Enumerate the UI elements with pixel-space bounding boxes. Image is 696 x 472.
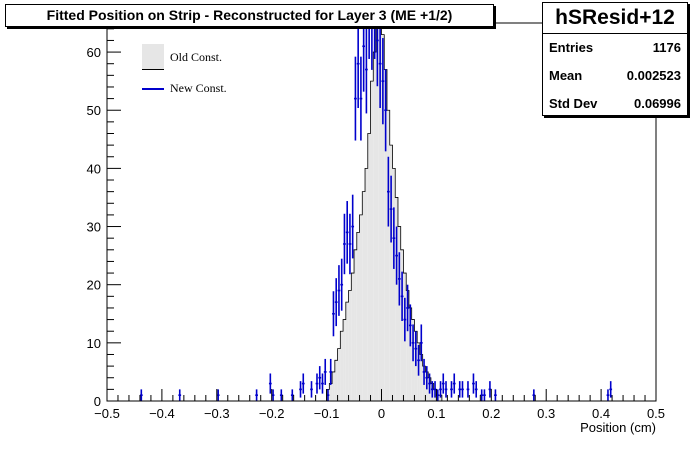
histogram-bar xyxy=(337,348,341,401)
histogram-bar xyxy=(356,232,360,401)
histogram-bar xyxy=(373,52,377,401)
x-tick-label: −0.2 xyxy=(259,406,285,421)
histogram-bar xyxy=(329,383,333,401)
histogram-bar xyxy=(400,249,404,401)
histogram-bar xyxy=(365,168,368,401)
histogram-bar xyxy=(386,110,390,401)
legend-label: Old Const. xyxy=(170,49,223,64)
histogram-bar xyxy=(332,371,335,401)
histogram-bar xyxy=(359,214,363,401)
legend-entry-old: Old Const. xyxy=(142,44,227,70)
histogram-outline xyxy=(326,22,443,401)
x-tick-label: −0.5 xyxy=(94,406,120,421)
axes: −0.5 −0.4 −0.3 −0.2 −0.1 0 0.1 0.2 0.3 0.4 0.5 0 10 2… xyxy=(87,22,665,421)
x-tick-label: 0.2 xyxy=(482,406,500,421)
histogram-bar xyxy=(392,168,396,401)
histogram-bar xyxy=(345,302,349,401)
stats-row-std-dev: Std Dev 0.06996 xyxy=(543,90,687,118)
x-tick-label: 0.4 xyxy=(592,406,610,421)
stats-row-mean: Mean 0.002523 xyxy=(543,62,687,90)
histogram-bar xyxy=(439,395,442,401)
histogram-bar xyxy=(378,23,382,401)
x-tick-label: 0.1 xyxy=(427,406,445,421)
stats-label: Entries xyxy=(549,40,594,55)
histogram-bar xyxy=(408,307,412,401)
x-tick-label: −0.1 xyxy=(314,406,340,421)
x-axis-label: Position (cm) xyxy=(580,420,656,435)
x-tick-label: −0.3 xyxy=(204,406,230,421)
y-tick-label: 50 xyxy=(87,103,101,118)
new-const-histogram xyxy=(139,22,613,401)
stats-label: Mean xyxy=(549,68,583,83)
old-const-histogram xyxy=(326,22,443,402)
histogram-bar xyxy=(395,197,398,401)
histogram-bar xyxy=(367,133,371,401)
x-tick-label: 0.3 xyxy=(537,406,555,421)
histogram-bar xyxy=(376,23,379,401)
legend: Old Const. New Const. xyxy=(142,44,227,108)
stats-box: hSResid+12 Entries 1176 Mean 0.002523 St… xyxy=(542,2,688,116)
histogram-bar xyxy=(381,34,385,401)
histogram-bar xyxy=(389,145,393,401)
y-tick-label: 40 xyxy=(87,161,101,176)
histogram-bar xyxy=(362,191,366,401)
legend-label: New Const. xyxy=(170,80,227,95)
histogram-bar xyxy=(348,290,352,401)
histogram-bar xyxy=(354,249,357,401)
histogram-bar xyxy=(340,331,344,401)
y-tick-label: 0 xyxy=(94,394,101,409)
histogram-bar xyxy=(343,319,346,401)
y-tick-label: 20 xyxy=(87,278,101,293)
y-tick-label: 60 xyxy=(87,45,101,60)
histogram-bar xyxy=(334,360,338,401)
y-tick-label: 10 xyxy=(87,336,101,351)
x-tick-label: 0 xyxy=(378,406,385,421)
stats-label: Std Dev xyxy=(549,96,598,111)
histogram-bar xyxy=(384,69,387,402)
stats-value: 1176 xyxy=(652,40,681,55)
stats-value: 0.06996 xyxy=(634,96,681,111)
stats-histogram-name: hSResid+12 xyxy=(543,3,687,34)
legend-swatch-line xyxy=(142,77,164,99)
histogram-bar xyxy=(406,290,409,401)
histogram-bar xyxy=(370,81,374,402)
stats-row-entries: Entries 1176 xyxy=(543,34,687,62)
chart-title: Fitted Position on Strip - Reconstructed… xyxy=(5,4,494,27)
legend-entry-new: New Const. xyxy=(142,77,227,99)
y-tick-label: 30 xyxy=(87,220,101,235)
x-tick-label: −0.4 xyxy=(149,406,175,421)
histogram-bar xyxy=(351,273,355,401)
x-tick-label: 0.5 xyxy=(647,406,665,421)
histogram-bar xyxy=(397,226,401,401)
histogram-bar xyxy=(419,354,423,401)
stats-value: 0.002523 xyxy=(626,68,681,83)
legend-swatch-fill xyxy=(142,44,164,70)
